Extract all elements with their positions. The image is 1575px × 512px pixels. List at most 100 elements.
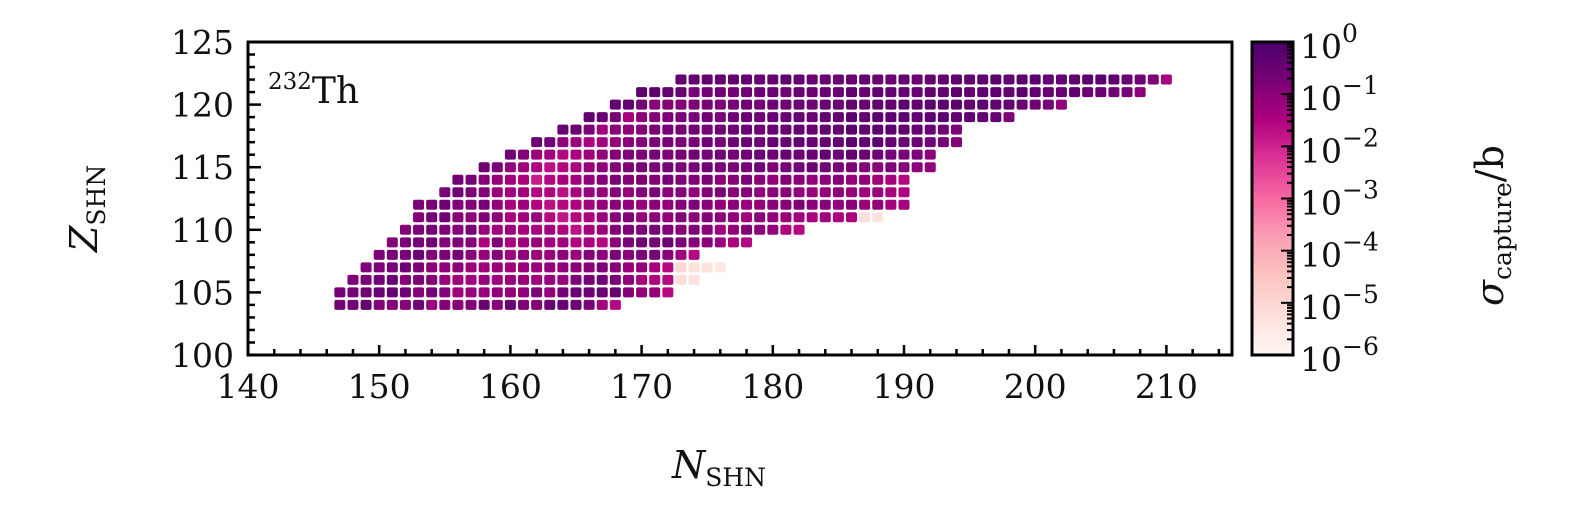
cell-Z118-N177 xyxy=(727,124,739,135)
cell-Z109-N153 xyxy=(413,237,425,248)
cell-Z114-N177 xyxy=(727,174,739,185)
y-tick-label: 110 xyxy=(171,211,234,250)
cell-Z116-N177 xyxy=(727,149,739,160)
colorbar-tick-base: 10 xyxy=(1300,184,1342,223)
cell-Z105-N164 xyxy=(557,287,569,298)
cell-Z114-N172 xyxy=(662,174,674,185)
cell-Z105-N160 xyxy=(504,287,516,298)
cell-Z119-N167 xyxy=(596,112,608,123)
cell-Z122-N202 xyxy=(1055,74,1067,85)
cell-Z115-N168 xyxy=(609,162,621,173)
cell-Z114-N175 xyxy=(701,174,713,185)
cell-Z104-N162 xyxy=(531,299,543,310)
cell-Z114-N160 xyxy=(504,174,516,185)
cell-Z107-N174 xyxy=(688,262,700,273)
cell-Z116-N190 xyxy=(898,149,910,160)
cell-Z118-N171 xyxy=(649,124,661,135)
cell-Z112-N160 xyxy=(504,199,516,210)
cell-Z122-N181 xyxy=(780,74,792,85)
cell-Z110-N179 xyxy=(754,224,766,235)
cell-Z120-N175 xyxy=(701,99,713,110)
cell-Z104-N155 xyxy=(439,299,451,310)
cell-Z110-N163 xyxy=(544,224,556,235)
colorbar-tick-exponent: −6 xyxy=(1342,332,1379,361)
cell-Z108-N166 xyxy=(583,249,595,260)
cell-Z117-N193 xyxy=(937,137,949,148)
cell-Z122-N178 xyxy=(741,74,753,85)
cell-Z107-N160 xyxy=(504,262,516,273)
cell-Z112-N153 xyxy=(413,199,425,210)
cell-Z113-N188 xyxy=(872,187,884,198)
cell-Z117-N170 xyxy=(636,137,648,148)
cell-Z104-N147 xyxy=(334,299,346,310)
cell-Z114-N178 xyxy=(741,174,753,185)
cell-Z116-N191 xyxy=(911,149,923,160)
cell-Z117-N165 xyxy=(570,137,582,148)
cell-Z122-N179 xyxy=(754,74,766,85)
cell-Z120-N181 xyxy=(780,99,792,110)
colorbar-tick-label: 10−5 xyxy=(1300,280,1379,327)
cell-Z120-N168 xyxy=(609,99,621,110)
cell-Z122-N196 xyxy=(977,74,989,85)
cell-Z110-N177 xyxy=(727,224,739,235)
cell-Z113-N174 xyxy=(688,187,700,198)
cell-Z106-N149 xyxy=(360,274,372,285)
cell-Z115-N190 xyxy=(898,162,910,173)
cell-Z120-N182 xyxy=(793,99,805,110)
colorbar-tick-base: 10 xyxy=(1300,131,1342,170)
cell-Z113-N159 xyxy=(491,187,503,198)
cell-Z119-N179 xyxy=(754,112,766,123)
cell-Z105-N151 xyxy=(386,287,398,298)
cell-Z118-N180 xyxy=(767,124,779,135)
cell-Z116-N165 xyxy=(570,149,582,160)
cell-Z114-N181 xyxy=(780,174,792,185)
colorbar-tick-label: 100 xyxy=(1300,19,1358,66)
cell-Z121-N206 xyxy=(1108,87,1120,98)
cell-Z109-N156 xyxy=(452,237,464,248)
cell-Z118-N181 xyxy=(780,124,792,135)
cell-Z104-N168 xyxy=(609,299,621,310)
cell-Z117-N192 xyxy=(924,137,936,148)
cell-Z118-N182 xyxy=(793,124,805,135)
cell-Z115-N186 xyxy=(846,162,858,173)
cell-Z106-N153 xyxy=(413,274,425,285)
cell-Z122-N197 xyxy=(990,74,1002,85)
cell-Z111-N187 xyxy=(859,212,871,223)
cell-Z114-N165 xyxy=(570,174,582,185)
cell-Z113-N161 xyxy=(518,187,530,198)
cell-Z111-N153 xyxy=(413,212,425,223)
cell-Z113-N186 xyxy=(846,187,858,198)
cell-Z106-N166 xyxy=(583,274,595,285)
cell-Z117-N185 xyxy=(832,137,844,148)
cell-Z114-N159 xyxy=(491,174,503,185)
cell-Z105-N156 xyxy=(452,287,464,298)
colorbar-tick-label: 10−3 xyxy=(1300,176,1379,223)
cell-Z119-N193 xyxy=(937,112,949,123)
cell-Z107-N156 xyxy=(452,262,464,273)
cell-Z104-N150 xyxy=(373,299,385,310)
cell-Z119-N195 xyxy=(964,112,976,123)
cell-Z113-N165 xyxy=(570,187,582,198)
cell-Z114-N174 xyxy=(688,174,700,185)
cell-Z108-N167 xyxy=(596,249,608,260)
cell-Z117-N164 xyxy=(557,137,569,148)
cell-Z105-N155 xyxy=(439,287,451,298)
cell-Z118-N186 xyxy=(846,124,858,135)
cell-Z110-N154 xyxy=(426,224,438,235)
isotope-annotation: 232Th xyxy=(268,69,359,112)
cell-Z113-N157 xyxy=(465,187,477,198)
cell-Z108-N159 xyxy=(491,249,503,260)
cell-Z114-N188 xyxy=(872,174,884,185)
cell-Z115-N189 xyxy=(885,162,897,173)
cell-Z111-N168 xyxy=(609,212,621,223)
cell-Z114-N176 xyxy=(714,174,726,185)
cell-Z107-N158 xyxy=(478,262,490,273)
cell-Z109-N158 xyxy=(478,237,490,248)
cell-Z111-N188 xyxy=(872,212,884,223)
cell-Z111-N155 xyxy=(439,212,451,223)
cell-Z107-N167 xyxy=(596,262,608,273)
cell-Z120-N179 xyxy=(754,99,766,110)
cell-Z118-N191 xyxy=(911,124,923,135)
cell-Z122-N209 xyxy=(1147,74,1159,85)
cell-Z112-N174 xyxy=(688,199,700,210)
